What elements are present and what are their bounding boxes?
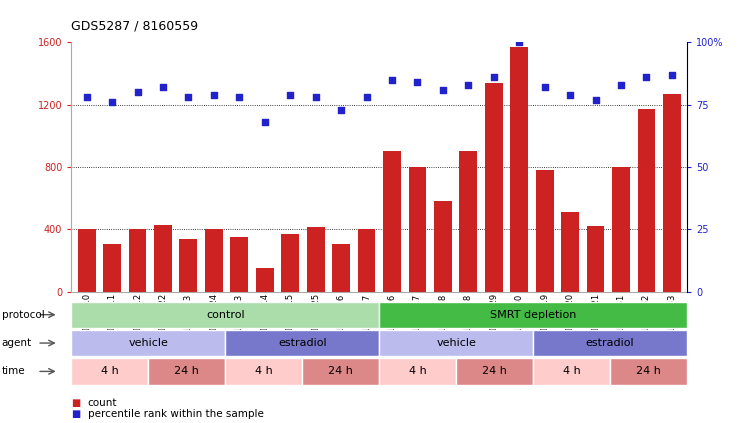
Bar	[434, 201, 452, 292]
Bar	[663, 94, 681, 292]
Point	[131, 89, 143, 96]
Point	[590, 96, 602, 103]
Bar	[383, 151, 401, 292]
Point	[80, 94, 92, 101]
Bar	[77, 229, 95, 292]
Text: SMRT depletion: SMRT depletion	[490, 310, 577, 320]
Text: 24 h: 24 h	[636, 366, 661, 376]
Bar	[154, 225, 172, 292]
Text: agent: agent	[2, 338, 32, 348]
Bar	[535, 170, 553, 292]
Point	[513, 39, 525, 46]
Point	[463, 81, 475, 88]
Text: count: count	[88, 398, 117, 408]
Point	[234, 94, 246, 101]
Text: vehicle: vehicle	[436, 338, 476, 348]
Text: 4 h: 4 h	[101, 366, 119, 376]
Point	[259, 119, 271, 126]
Text: GDS5287 / 8160559: GDS5287 / 8160559	[71, 19, 198, 32]
Point	[208, 91, 220, 98]
Point	[412, 79, 424, 85]
Bar	[128, 229, 146, 292]
Point	[284, 91, 296, 98]
Text: 24 h: 24 h	[174, 366, 199, 376]
Point	[335, 106, 347, 113]
Point	[360, 94, 372, 101]
Bar	[231, 237, 248, 292]
Bar	[205, 229, 223, 292]
Point	[538, 84, 550, 91]
Bar	[306, 227, 324, 292]
Text: estradiol: estradiol	[278, 338, 327, 348]
Bar	[638, 110, 656, 292]
Bar	[485, 83, 502, 292]
Bar	[179, 239, 198, 292]
Point	[106, 99, 118, 106]
Text: percentile rank within the sample: percentile rank within the sample	[88, 409, 264, 419]
Bar	[103, 244, 121, 292]
Bar	[357, 229, 376, 292]
Point	[615, 81, 627, 88]
Point	[309, 94, 321, 101]
Text: 4 h: 4 h	[409, 366, 427, 376]
Text: ■: ■	[71, 409, 80, 419]
Point	[487, 74, 499, 81]
Text: 24 h: 24 h	[328, 366, 353, 376]
Bar	[612, 167, 630, 292]
Text: vehicle: vehicle	[128, 338, 168, 348]
Point	[666, 71, 678, 78]
Text: ■: ■	[71, 398, 80, 408]
Point	[157, 84, 169, 91]
Text: estradiol: estradiol	[586, 338, 635, 348]
Text: 4 h: 4 h	[255, 366, 273, 376]
Text: time: time	[2, 366, 25, 376]
Bar	[460, 151, 477, 292]
Text: protocol: protocol	[2, 310, 44, 320]
Text: 4 h: 4 h	[562, 366, 581, 376]
Point	[182, 94, 195, 101]
Text: 24 h: 24 h	[482, 366, 507, 376]
Point	[386, 76, 398, 83]
Bar	[256, 268, 273, 292]
Bar	[409, 167, 427, 292]
Point	[564, 91, 576, 98]
Point	[437, 86, 449, 93]
Bar	[282, 234, 299, 292]
Bar	[587, 226, 605, 292]
Bar	[511, 47, 528, 292]
Text: control: control	[206, 310, 245, 320]
Point	[641, 74, 653, 81]
Bar	[332, 244, 350, 292]
Bar	[561, 212, 579, 292]
